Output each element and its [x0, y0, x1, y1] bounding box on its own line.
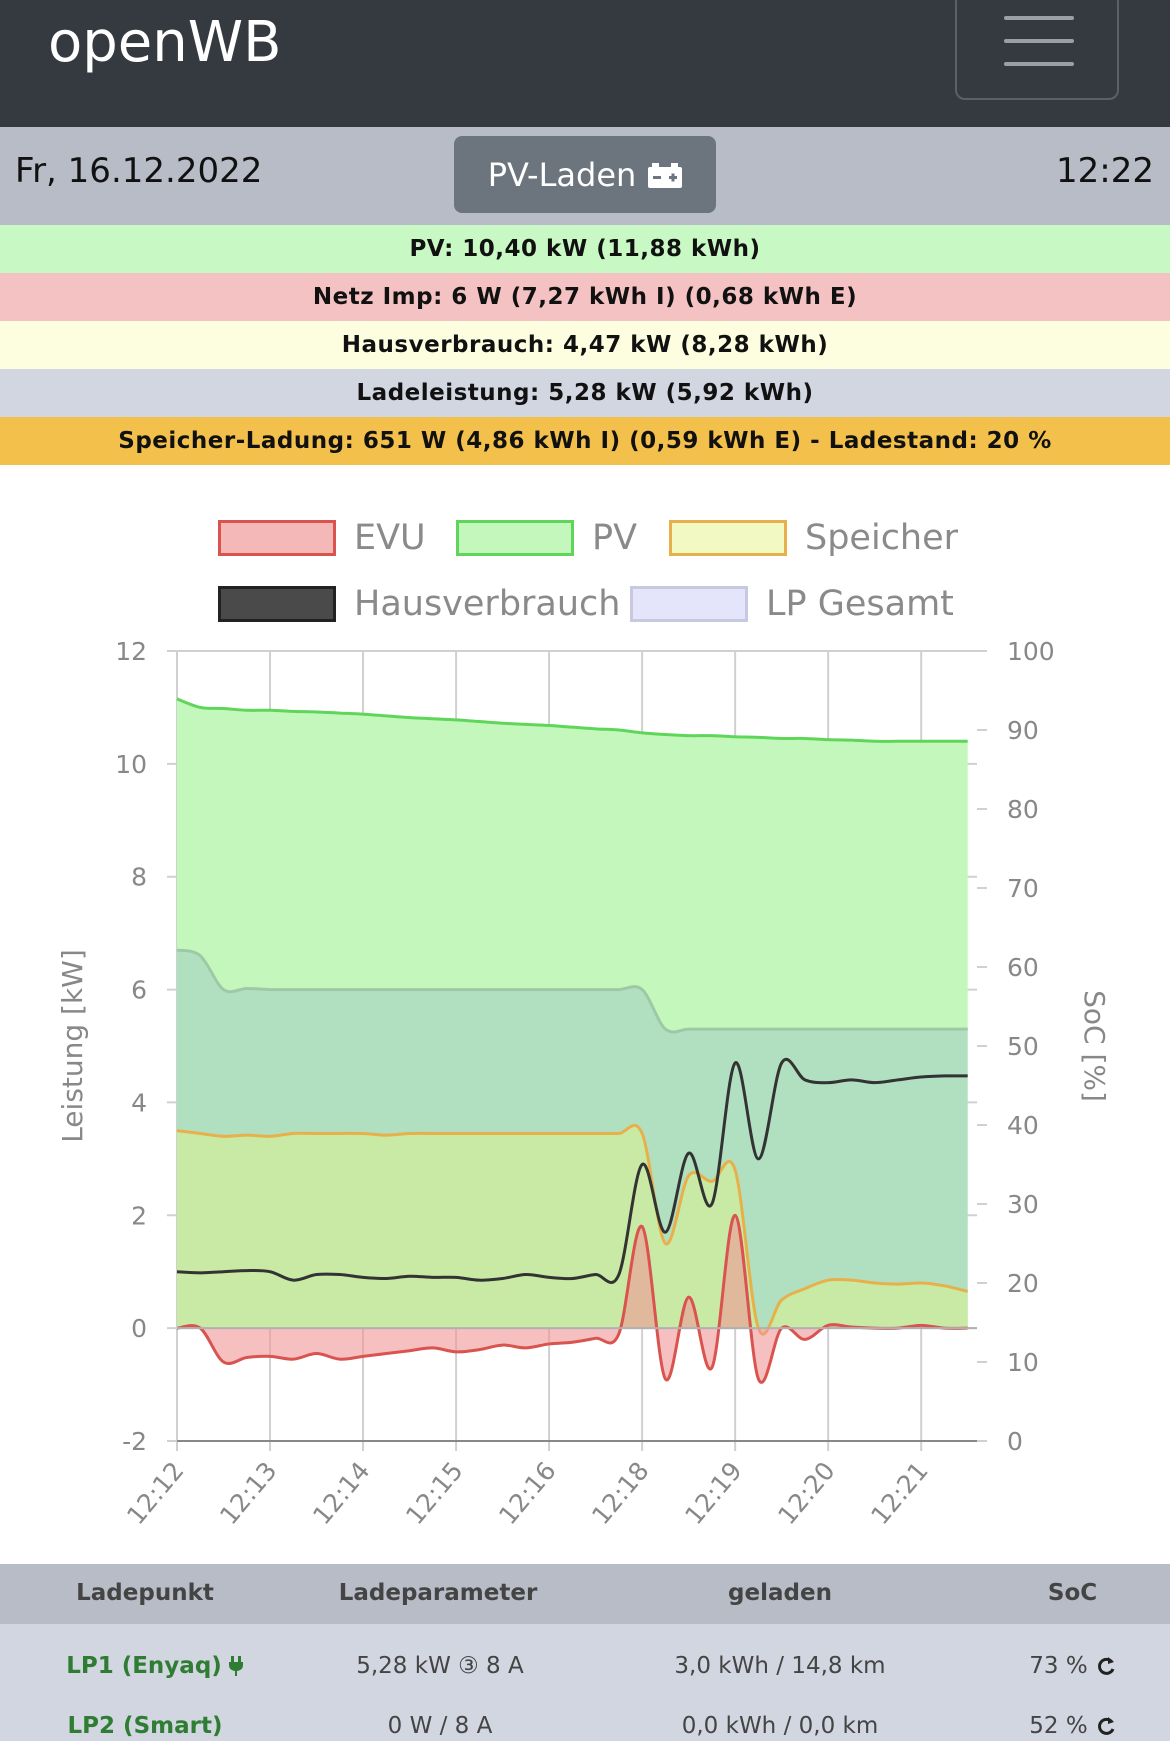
house-strip: Hausverbrauch: 4,47 kW (8,28 kWh) — [0, 321, 1170, 369]
legend-label-evu: EVU — [354, 518, 426, 558]
lp1-charged: 3,0 kWh / 14,8 km — [674, 1653, 886, 1679]
battery-charge-icon — [648, 162, 683, 188]
x-tick-label: 12:20 — [772, 1456, 841, 1530]
header-geladen: geladen — [728, 1580, 832, 1606]
info-bar: Fr, 16.12.2022 PV-Laden 12:22 — [0, 127, 1170, 225]
y-tick-label: -2 — [122, 1427, 147, 1456]
legend-label-pv: PV — [592, 518, 638, 558]
y-tick-label: 12 — [115, 637, 147, 666]
table-row[interactable]: LP2 (Smart) 0 W / 8 A 0,0 kWh / 0,0 km 5… — [0, 1682, 1170, 1741]
refresh-icon[interactable] — [1096, 1655, 1116, 1677]
charge-mode-label: PV-Laden — [487, 155, 637, 194]
y-tick-label: 0 — [131, 1314, 147, 1343]
x-tick-label: 12:16 — [493, 1456, 562, 1530]
legend-lp-gesamt[interactable]: LP Gesamt — [630, 584, 954, 624]
table-row[interactable]: LP1 (Enyaq) 5,28 kW ③ 8 A 3,0 kWh / 14,8… — [0, 1624, 1170, 1682]
series-line-hausverbrauch — [176, 1058, 968, 1284]
x-tick-label: 12:19 — [679, 1456, 748, 1530]
y-tick-label: 4 — [131, 1088, 147, 1117]
lp1-soc[interactable]: 73 % — [1010, 1653, 1135, 1679]
lp2-name[interactable]: LP2 (Smart) — [67, 1713, 223, 1739]
series-line-pv — [176, 697, 968, 743]
y2-tick-label: 20 — [1007, 1269, 1039, 1298]
x-tick-label: 12:21 — [865, 1456, 934, 1530]
y2-tick-label: 40 — [1007, 1111, 1039, 1140]
lp1-name-label: LP1 (Enyaq) — [66, 1653, 222, 1679]
charge-summary: Ladeleistung: 5,28 kW (5,92 kWh) — [356, 380, 814, 406]
chart-plot: -2 0 2 4 6 8 10 12 0 10 20 30 40 50 60 70 80 90 100 12:12 12… — [56, 637, 1111, 1530]
y-tick-label: 6 — [131, 976, 147, 1005]
y-tick-label: 2 — [131, 1201, 147, 1230]
legend-swatch-lp-gesamt — [630, 586, 748, 622]
plug-icon — [228, 1656, 243, 1676]
storage-strip: Speicher-Ladung: 651 W (4,86 kWh I) (0,5… — [0, 417, 1170, 465]
y2-tick-label: 0 — [1007, 1427, 1023, 1456]
pv-strip: PV: 10,40 kW (11,88 kWh) — [0, 225, 1170, 273]
series-line-speicher — [176, 1123, 969, 1336]
y2-tick-label: 10 — [1007, 1348, 1039, 1377]
series-line-evu — [176, 1213, 968, 1384]
legend-label-hausverbrauch: Hausverbrauch — [354, 584, 621, 624]
legend-label-speicher: Speicher — [805, 518, 959, 558]
y2-tick-label: 70 — [1007, 874, 1039, 903]
charge-strip: Ladeleistung: 5,28 kW (5,92 kWh) — [0, 369, 1170, 417]
time-label: 12:22 — [1056, 151, 1154, 191]
lp2-charged: 0,0 kWh / 0,0 km — [681, 1713, 879, 1739]
legend-swatch-speicher — [669, 520, 787, 556]
hamburger-icon-bar — [1004, 39, 1074, 43]
storage-summary: Speicher-Ladung: 651 W (4,86 kWh I) (0,5… — [118, 428, 1052, 454]
lp2-soc-value: 52 % — [1029, 1713, 1088, 1739]
y-tick-label: 10 — [115, 750, 147, 779]
x-tick-label: 12:14 — [307, 1456, 376, 1530]
y-tick-label: 8 — [131, 863, 147, 892]
legend-speicher[interactable]: Speicher — [669, 518, 958, 558]
brand-title[interactable]: openWB — [48, 10, 282, 75]
x-tick-label: 12:18 — [586, 1456, 655, 1530]
y2-tick-label: 60 — [1007, 953, 1039, 982]
lp1-soc-value: 73 % — [1029, 1653, 1088, 1679]
table-body: LP1 (Enyaq) 5,28 kW ③ 8 A 3,0 kWh / 14,8… — [0, 1624, 1170, 1741]
y2-tick-label: 100 — [1007, 637, 1055, 666]
header-ladepunkt: Ladepunkt — [76, 1580, 214, 1606]
legend-label-lp-gesamt: LP Gesamt — [766, 584, 954, 624]
lp1-name[interactable]: LP1 (Enyaq) — [40, 1653, 270, 1679]
series-area-speicher — [177, 1125, 968, 1335]
header-ladeparameter: Ladeparameter — [338, 1580, 538, 1606]
legend-swatch-evu — [218, 520, 336, 556]
series-area-evu — [177, 1215, 968, 1383]
menu-button[interactable] — [955, 0, 1119, 100]
y2-tick-label: 30 — [1007, 1190, 1039, 1219]
pv-summary: PV: 10,40 kW (11,88 kWh) — [409, 236, 761, 262]
house-summary: Hausverbrauch: 4,47 kW (8,28 kWh) — [341, 332, 829, 358]
header-soc: SoC — [1047, 1580, 1098, 1606]
y2-tick-label: 90 — [1007, 716, 1039, 745]
lp2-params: 0 W / 8 A — [387, 1713, 493, 1739]
legend-evu[interactable]: EVU — [218, 518, 426, 558]
grid-strip: Netz Imp: 6 W (7,27 kWh I) (0,68 kWh E) — [0, 273, 1170, 321]
legend-swatch-hausverbrauch — [218, 586, 336, 622]
charge-mode-button[interactable]: PV-Laden — [454, 136, 716, 213]
date-label: Fr, 16.12.2022 — [15, 151, 263, 191]
legend-hausverbrauch[interactable]: Hausverbrauch — [218, 584, 620, 624]
refresh-icon[interactable] — [1096, 1715, 1116, 1737]
grid-summary: Netz Imp: 6 W (7,27 kWh I) (0,68 kWh E) — [312, 284, 858, 310]
x-tick-label: 12:15 — [400, 1456, 469, 1530]
navbar: openWB — [0, 0, 1170, 127]
legend-pv[interactable]: PV — [456, 518, 637, 558]
y-axis-title: Leistung [kW] — [56, 949, 89, 1143]
series-line-lp-gesamt — [176, 948, 968, 1034]
y2-tick-label: 50 — [1007, 1032, 1039, 1061]
hamburger-icon — [1004, 16, 1074, 20]
table-header: Ladepunkt Ladeparameter geladen SoC — [0, 1564, 1170, 1624]
lp2-soc[interactable]: 52 % — [1010, 1713, 1135, 1739]
x-tick-label: 12:12 — [121, 1456, 190, 1530]
y2-tick-label: 80 — [1007, 795, 1039, 824]
y2-axis-title: SoC [%] — [1078, 990, 1111, 1102]
hamburger-icon-bar — [1004, 62, 1074, 66]
legend-swatch-pv — [456, 520, 574, 556]
power-chart: EVU PV Speicher Hausverbrauch LP Gesamt … — [0, 466, 1170, 1566]
x-tick-label: 12:13 — [214, 1456, 283, 1530]
lp1-params: 5,28 kW ③ 8 A — [356, 1653, 524, 1679]
